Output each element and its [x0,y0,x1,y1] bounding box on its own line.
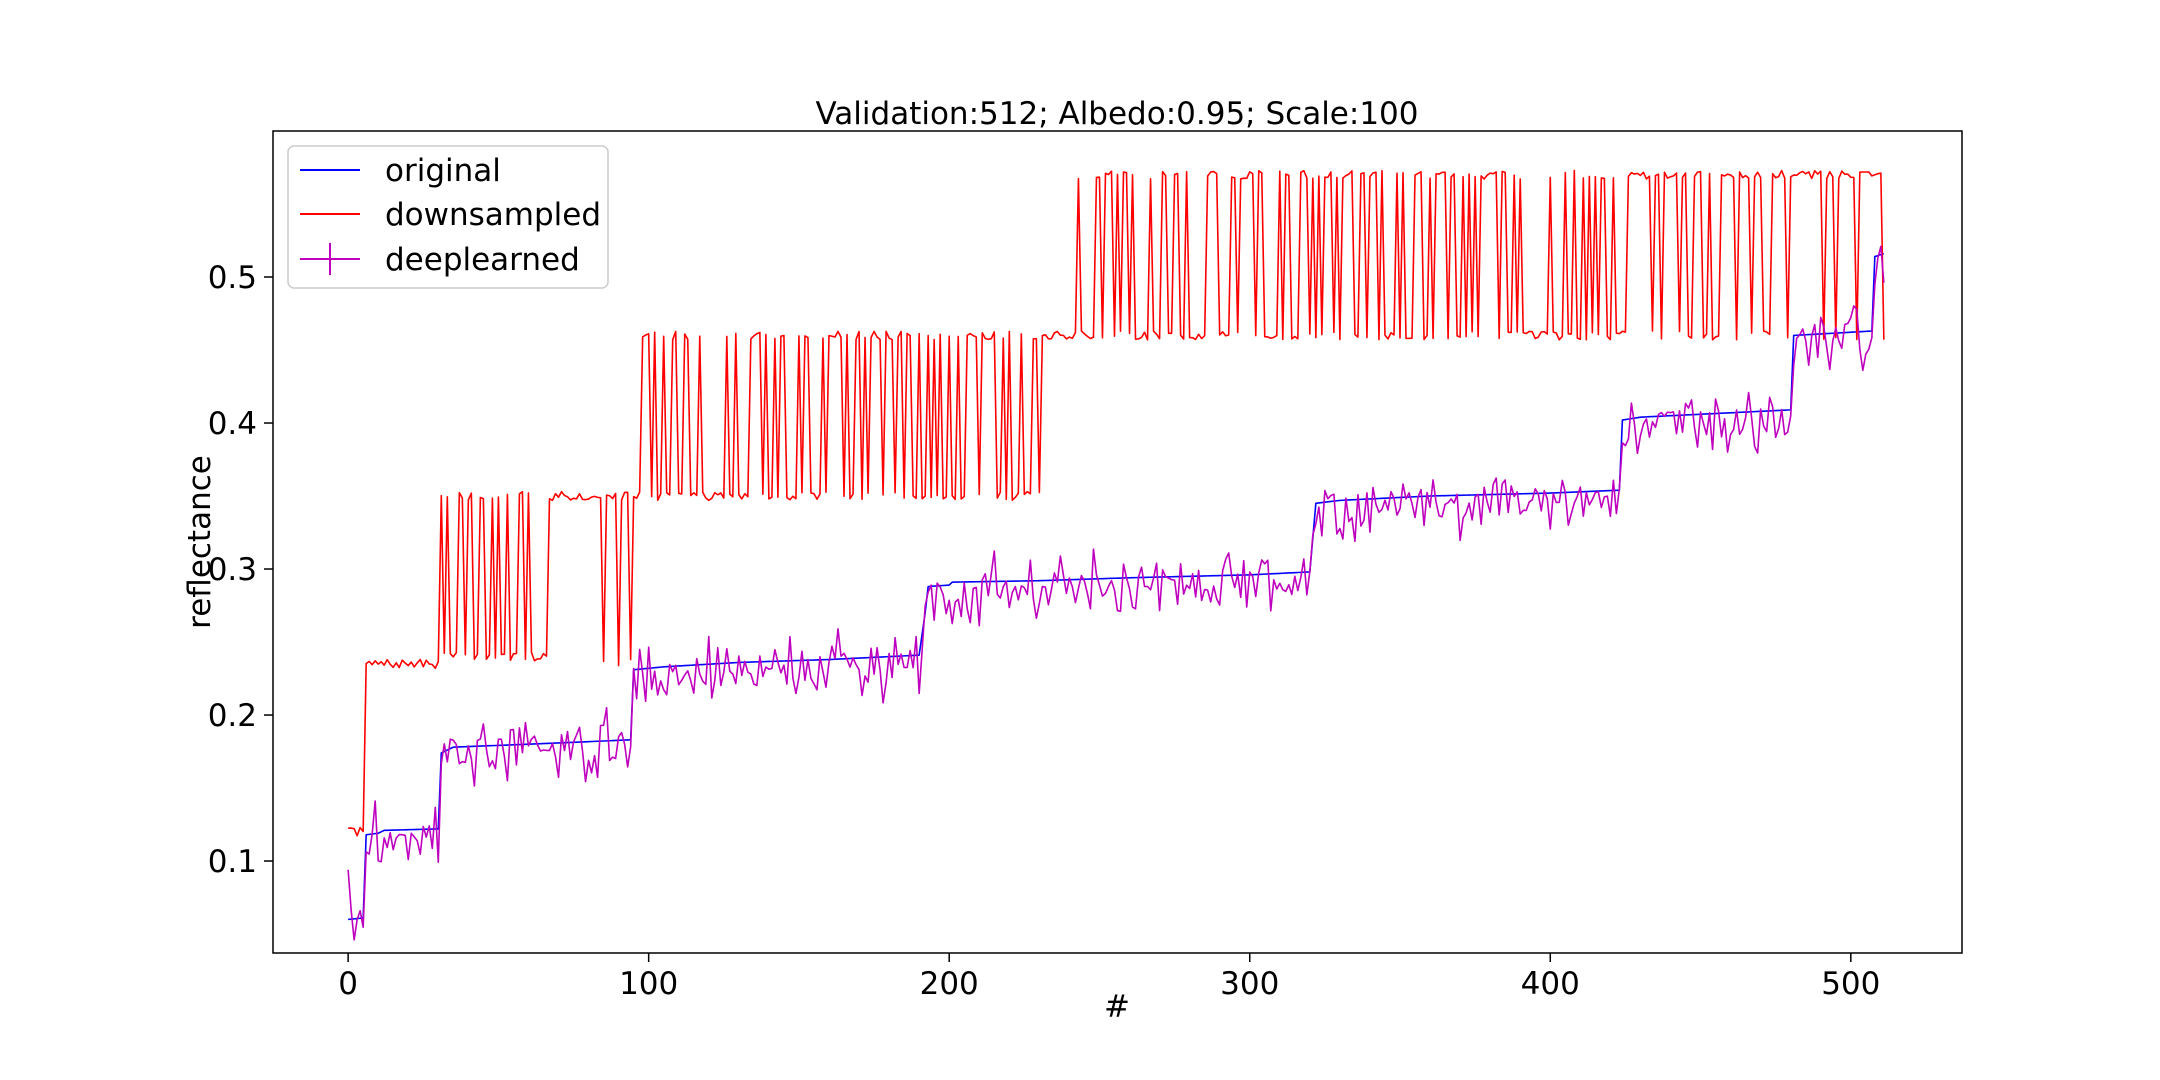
legend-entry-downsampled: downsampled [300,197,601,233]
x-tick-label: 500 [1821,966,1880,1002]
y-tick-label: 0.2 [208,698,257,734]
legend-entry-deeplearned: deeplearned [300,242,580,278]
legend-label-deeplearned: deeplearned [385,242,580,278]
legend-entry-original: original [300,153,501,189]
y-axis-label: reflectance [182,455,218,629]
axes-frame [272,130,1963,954]
chart-title: Validation:512; Albedo:0.95; Scale:100 [816,96,1419,132]
y-tick-label: 0.4 [208,406,257,442]
legend-label-original: original [385,153,501,189]
series-line-downsampled [348,169,1885,837]
y-axis: 0.1 0.2 0.3 0.4 0.5 [208,260,273,880]
x-axis-label: # [1104,989,1130,1025]
x-tick-label: 200 [920,966,979,1002]
series-line-deeplearned [347,245,1885,941]
legend-label-downsampled: downsampled [385,197,601,233]
legend: original downsampled deeplearned [287,145,609,289]
x-tick-label: 0 [338,966,358,1002]
x-tick-label: 300 [1220,966,1279,1002]
y-tick-label: 0.1 [208,844,257,880]
x-axis: 0 100 200 300 400 500 [338,953,1880,1002]
x-tick-label: 100 [619,966,678,1002]
y-tick-label: 0.3 [208,552,257,588]
series-layer [347,169,1885,941]
legend-box [287,145,609,289]
y-tick-label: 0.5 [208,260,257,296]
series-line-original [348,252,1885,921]
x-tick-label: 400 [1521,966,1580,1002]
